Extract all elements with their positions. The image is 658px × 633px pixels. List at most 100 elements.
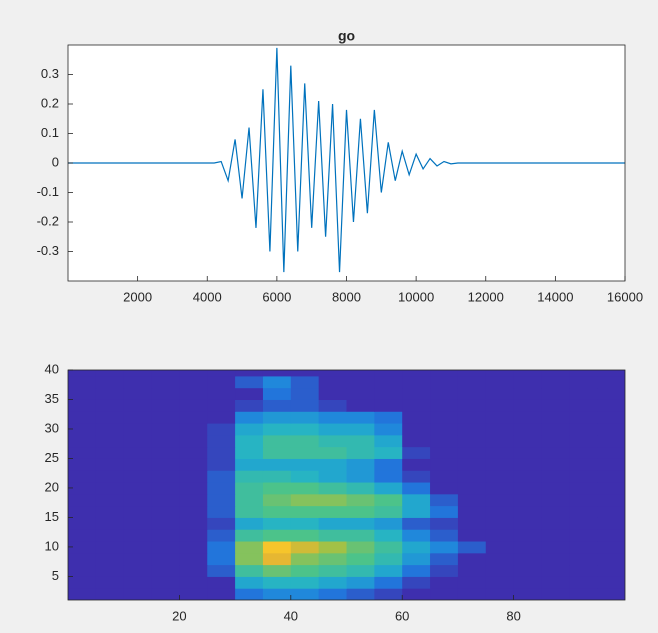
heatmap-cell xyxy=(123,399,153,412)
heatmap-cell xyxy=(457,505,487,518)
heatmap-cell xyxy=(541,470,570,483)
heatmap-cell xyxy=(541,446,570,459)
heatmap-cell xyxy=(262,387,292,400)
heatmap-cell xyxy=(569,399,598,412)
y-tick-label: 0.2 xyxy=(41,95,59,110)
y-tick-label: -0.2 xyxy=(37,213,59,228)
heatmap-cell xyxy=(485,470,515,483)
heatmap-cell xyxy=(290,552,320,566)
heatmap-cell xyxy=(346,505,375,518)
heatmap-cell xyxy=(235,505,264,518)
heatmap-cell xyxy=(318,552,347,566)
heatmap-cell xyxy=(569,564,598,577)
heatmap-cell xyxy=(430,399,459,412)
heatmap-cell xyxy=(569,375,598,389)
heatmap-cell xyxy=(597,446,625,459)
heatmap-cell xyxy=(597,375,625,389)
heatmap-cell xyxy=(262,423,292,436)
heatmap-cell xyxy=(235,434,264,448)
heatmap-cell xyxy=(346,458,375,471)
heatmap-cell xyxy=(513,517,542,530)
heatmap-cell xyxy=(457,552,487,566)
heatmap-cell xyxy=(95,370,125,377)
heatmap-cell xyxy=(123,564,153,577)
heatmap-cell xyxy=(541,588,570,600)
x-tick-label: 2000 xyxy=(123,289,152,304)
heatmap-cell xyxy=(597,517,625,530)
heatmap-cell xyxy=(95,375,125,389)
heatmap-cell xyxy=(262,470,292,483)
heatmap-cell xyxy=(457,399,487,412)
heatmap-cell xyxy=(513,375,542,389)
heatmap-cell xyxy=(569,387,598,400)
heatmap-cell xyxy=(68,423,97,436)
heatmap-cell xyxy=(318,375,347,389)
heatmap-cell xyxy=(68,458,97,471)
heatmap-cell xyxy=(430,482,459,495)
heatmap-cell xyxy=(151,411,180,424)
heatmap-cell xyxy=(318,411,347,424)
heatmap-cell xyxy=(207,588,236,600)
heatmap-cell xyxy=(95,529,125,542)
heatmap-cell xyxy=(485,493,515,507)
heatmap-cell xyxy=(597,588,625,600)
heatmap-cell xyxy=(569,411,598,424)
heatmap-cell xyxy=(207,470,236,483)
heatmap-cell xyxy=(290,588,320,600)
heatmap-cell xyxy=(207,505,236,518)
axes: 20 40 60 80 5 10 15 20 25 30 35 40 xyxy=(45,361,626,623)
heatmap-cell xyxy=(95,470,125,483)
heatmap-cell xyxy=(235,446,264,459)
heatmap-cell xyxy=(597,458,625,471)
heatmap-cell xyxy=(68,370,97,377)
heatmap-cell xyxy=(68,434,97,448)
heatmap-cell xyxy=(597,470,625,483)
heatmap-cell xyxy=(151,505,180,518)
heatmap-cell xyxy=(541,370,570,377)
heatmap-cell xyxy=(457,458,487,471)
heatmap-cell xyxy=(262,399,292,412)
heatmap-cell xyxy=(68,576,97,589)
heatmap-cell xyxy=(95,564,125,577)
y-tick-label: 10 xyxy=(45,538,59,553)
heatmap-cell xyxy=(179,493,208,507)
heatmap-cell xyxy=(485,588,515,600)
heatmap-cell xyxy=(457,529,487,542)
heatmap-cell xyxy=(318,434,347,448)
heatmap-cell xyxy=(541,552,570,566)
heatmap-cell xyxy=(235,576,264,589)
heatmap-cell xyxy=(430,434,459,448)
heatmap-cell xyxy=(318,470,347,483)
heatmap-cell xyxy=(346,517,375,530)
heatmap-cell xyxy=(262,541,292,554)
heatmap-cell xyxy=(374,387,403,400)
heatmap-cell xyxy=(485,370,515,377)
heatmap-cell xyxy=(262,529,292,542)
heatmap-cell xyxy=(290,387,320,400)
heatmap-cell xyxy=(485,517,515,530)
heatmap-cell xyxy=(95,482,125,495)
heatmap-cell xyxy=(262,375,292,389)
heatmap-cell xyxy=(151,446,180,459)
heatmap-cell xyxy=(457,434,487,448)
heatmap-cell xyxy=(207,411,236,424)
heatmap-cell xyxy=(95,552,125,566)
heatmap-cell xyxy=(346,470,375,483)
heatmap-cell xyxy=(485,576,515,589)
heatmap-cell xyxy=(346,493,375,507)
heatmap-cell xyxy=(207,387,236,400)
heatmap-cell xyxy=(68,446,97,459)
heatmap-cell xyxy=(513,493,542,507)
heatmap-cell xyxy=(179,423,208,436)
y-tick-label: 5 xyxy=(52,568,59,583)
heatmap-cell xyxy=(374,482,403,495)
heatmap-cell xyxy=(597,411,625,424)
heatmap-cell xyxy=(374,505,403,518)
heatmap-cell xyxy=(123,482,153,495)
heatmap-cell xyxy=(513,552,542,566)
heatmap-cell xyxy=(513,470,542,483)
waveform-line xyxy=(68,47,625,273)
heatmap-cell xyxy=(485,411,515,424)
heatmap-cell xyxy=(513,446,542,459)
